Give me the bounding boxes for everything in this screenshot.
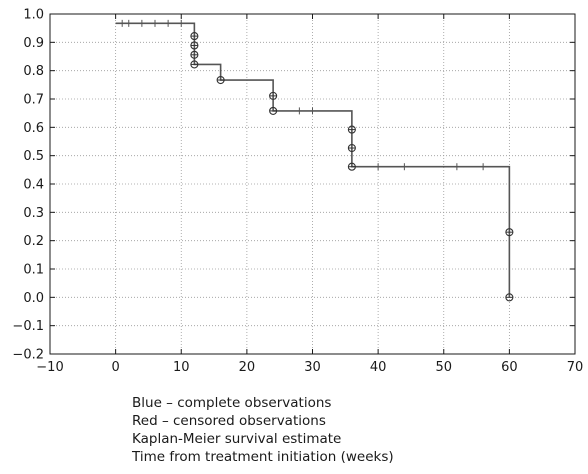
- y-tick-label: 0.7: [23, 93, 44, 108]
- complete-marker: [347, 125, 356, 134]
- y-tick-label: 0.0: [23, 291, 44, 306]
- kaplan-meier-curve: [115, 22, 511, 298]
- complete-marker: [347, 162, 356, 171]
- y-tick-label: 0.8: [23, 64, 44, 79]
- y-tick-label: 1.0: [23, 8, 44, 23]
- complete-marker: [269, 106, 278, 115]
- y-tick-label: 0.2: [23, 234, 44, 249]
- complete-marker: [216, 75, 225, 85]
- y-tick-label: −0.1: [12, 319, 44, 334]
- y-tick-label: 0.4: [23, 178, 44, 193]
- y-tick-label: 0.6: [23, 121, 44, 136]
- complete-marker: [505, 293, 514, 302]
- caption-complete: Blue – complete observations: [132, 395, 332, 411]
- y-tick-labels: −0.2 −0.1 0.0 0.1 0.2 0.3 0.4 0.5 0.6 0.7 0.8 0.9 1.…: [12, 8, 44, 363]
- survival-chart: −10 0 10 20 30 40 50 60 70 −0.2 −0.1 0.0 0.1 0.2 0.3 0…: [12, 8, 583, 376]
- caption-x-axis: Time from treatment initiation (weeks): [132, 449, 394, 465]
- grid-lines: [50, 14, 575, 354]
- axis-ticks: [49, 13, 576, 355]
- complete-marker: [269, 91, 278, 100]
- complete-marker: [190, 60, 199, 69]
- complete-marker: [190, 32, 199, 41]
- y-tick-label: 0.3: [23, 206, 44, 221]
- complete-marker: [190, 50, 199, 59]
- censored-markers: [121, 19, 484, 171]
- x-tick-label: 20: [239, 360, 256, 375]
- caption-km-estimate: Kaplan-Meier survival estimate: [132, 431, 342, 447]
- y-tick-label: 0.5: [23, 149, 44, 164]
- complete-marker: [190, 41, 199, 50]
- y-tick-label: −0.2: [12, 348, 44, 363]
- x-tick-label: 30: [304, 360, 321, 375]
- y-tick-label: 0.1: [23, 263, 44, 278]
- x-tick-label: 10: [173, 360, 190, 375]
- x-tick-label: 40: [370, 360, 387, 375]
- x-tick-label: 0: [111, 360, 119, 375]
- x-tick-label: 50: [435, 360, 452, 375]
- x-tick-label: 70: [567, 360, 584, 375]
- caption-censored: Red – censored observations: [132, 413, 326, 429]
- x-tick-label: −10: [36, 360, 63, 375]
- complete-markers: [190, 32, 514, 302]
- x-tick-label: 60: [501, 360, 518, 375]
- y-tick-label: 0.9: [23, 36, 44, 51]
- complete-marker: [347, 143, 356, 153]
- x-tick-labels: −10 0 10 20 30 40 50 60 70: [36, 360, 583, 375]
- complete-marker: [505, 228, 514, 237]
